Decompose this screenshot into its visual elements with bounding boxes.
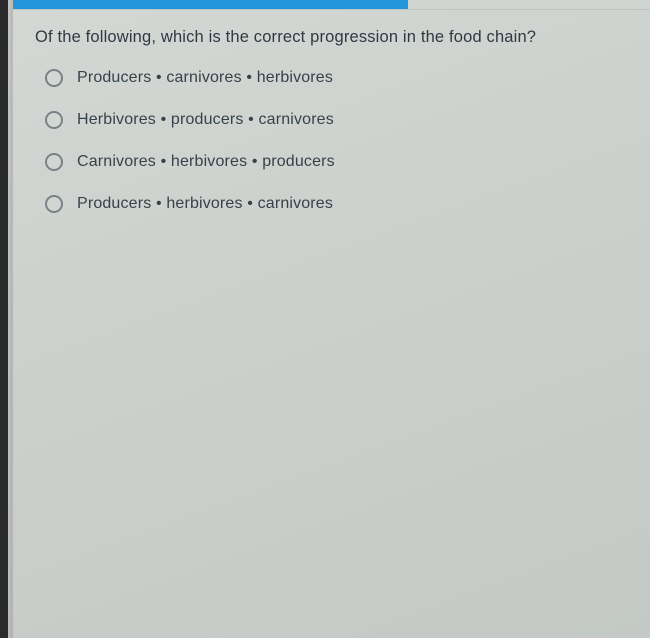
option-row-1[interactable]: Herbivores • producers • carnivores — [35, 111, 628, 129]
option-row-3[interactable]: Producers • herbivores • carnivores — [35, 195, 628, 213]
question-area: Of the following, which is the correct p… — [13, 10, 650, 259]
screen-dark-edge — [0, 0, 8, 638]
progress-bar — [13, 0, 650, 10]
radio-icon[interactable] — [45, 111, 63, 129]
question-text: Of the following, which is the correct p… — [35, 28, 628, 47]
radio-icon[interactable] — [45, 195, 63, 213]
option-label: Producers • carnivores • herbivores — [77, 69, 333, 87]
radio-icon[interactable] — [45, 69, 63, 87]
progress-bar-fill — [13, 0, 408, 9]
radio-icon[interactable] — [45, 153, 63, 171]
option-label: Producers • herbivores • carnivores — [77, 195, 333, 213]
question-panel: Of the following, which is the correct p… — [12, 0, 650, 638]
option-label: Herbivores • producers • carnivores — [77, 111, 334, 129]
option-label: Carnivores • herbivores • producers — [77, 153, 335, 171]
option-row-0[interactable]: Producers • carnivores • herbivores — [35, 69, 628, 87]
option-row-2[interactable]: Carnivores • herbivores • producers — [35, 153, 628, 171]
